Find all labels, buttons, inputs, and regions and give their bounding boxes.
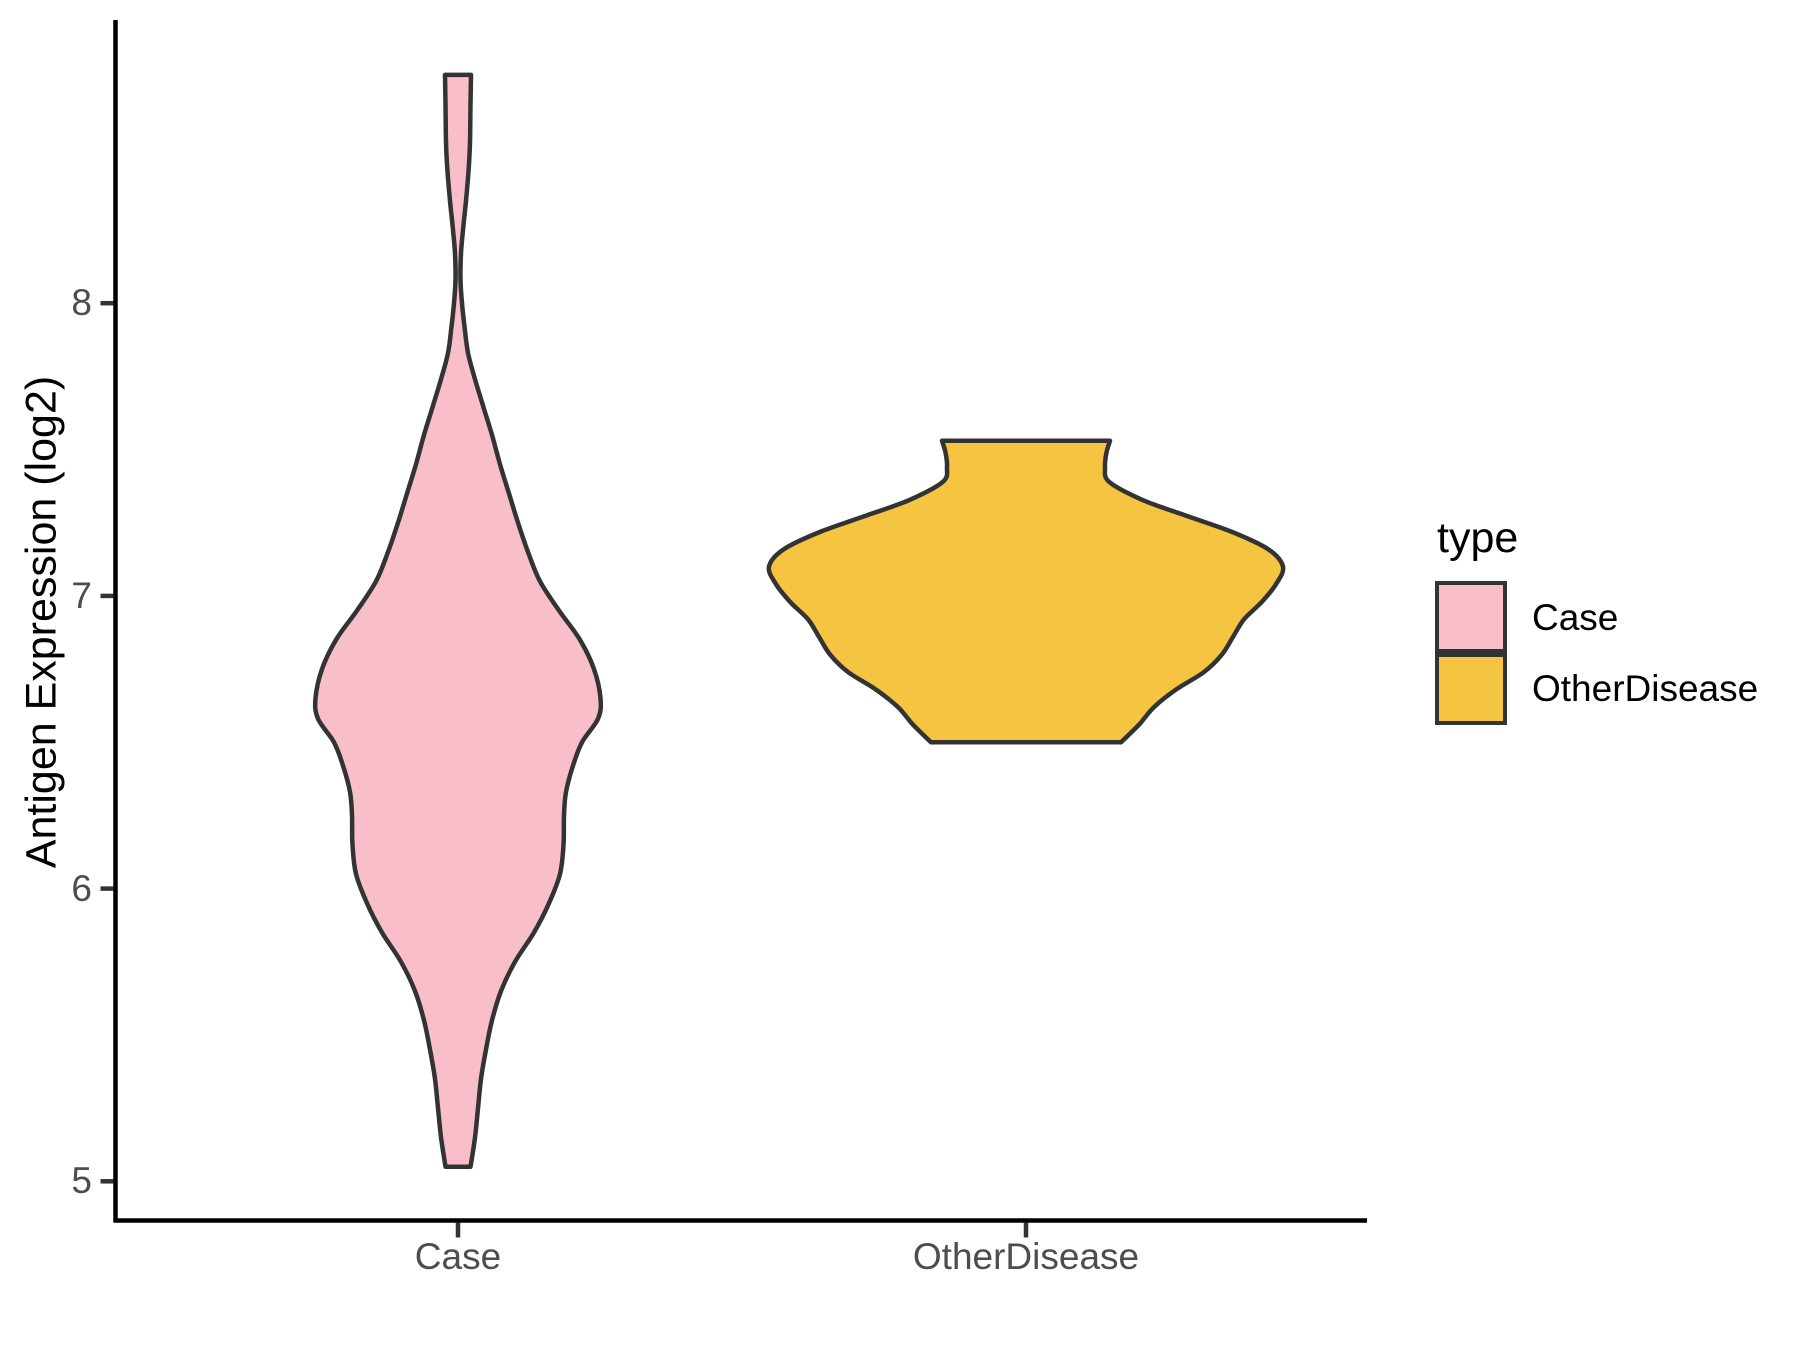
legend-keys xyxy=(1435,581,1507,725)
violin-case xyxy=(312,72,604,1169)
legend-label-case: Case xyxy=(1532,597,1619,638)
legend-label-otherdisease: OtherDisease xyxy=(1532,668,1759,709)
violin-otherdisease xyxy=(766,438,1286,745)
x-tick-label-otherdisease: OtherDisease xyxy=(912,1236,1140,1277)
legend-key-case xyxy=(1435,581,1507,653)
axes-layer xyxy=(100,20,1367,1238)
violin-layer xyxy=(312,72,1286,1169)
legend-key-otherdisease xyxy=(1435,653,1507,725)
y-tick-label-7: 7 xyxy=(71,575,92,616)
y-tick-label-5: 5 xyxy=(71,1160,92,1201)
y-axis-title: Antigen Expression (log2) xyxy=(17,375,66,869)
legend-title: type xyxy=(1437,514,1519,562)
x-tick-label-case: Case xyxy=(414,1236,502,1277)
y-tick-label-8: 8 xyxy=(71,282,92,323)
y-tick-label-6: 6 xyxy=(71,868,92,909)
